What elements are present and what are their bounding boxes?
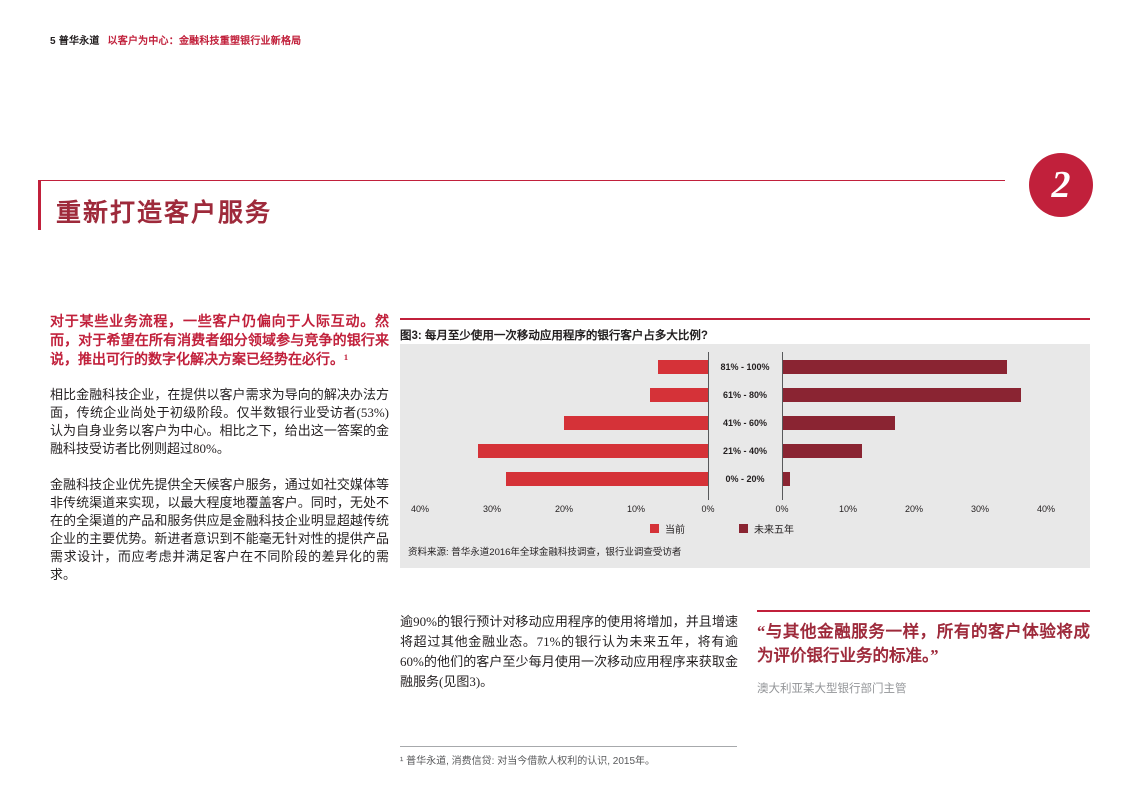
chart-legend: 当前 未来五年 — [650, 521, 794, 536]
footnote-rule — [400, 746, 737, 747]
category-label: 0% - 20% — [725, 474, 765, 484]
running-header: 5 普华永道 以客户为中心：金融科技重塑银行业新格局 — [50, 32, 301, 47]
chart-title: 图3: 每月至少使用一次移动应用程序的银行客户占多大比例? — [400, 330, 708, 342]
chapter-number-badge: 2 — [1029, 153, 1093, 217]
left-column: 对于某些业务流程，一些客户仍偏向于人际互动。然而，对于希望在所有消费者细分领域参… — [50, 313, 389, 602]
section-left-rule — [38, 180, 41, 230]
bar-current — [657, 360, 708, 374]
legend-item-current: 当前 — [650, 521, 685, 536]
lead-paragraph: 对于某些业务流程，一些客户仍偏向于人际互动。然而，对于希望在所有消费者细分领域参… — [50, 315, 389, 368]
legend-swatch-future — [739, 524, 748, 533]
axis-zero-line-right — [782, 352, 783, 500]
section-title: 重新打造客户服务 — [56, 200, 273, 227]
bar-future — [783, 416, 896, 430]
footnote: ¹ 普华永道, 消费信贷: 对当今借款人权利的认识, 2015年。 — [400, 756, 656, 767]
legend-label-current: 当前 — [665, 525, 685, 536]
category-label: 61% - 80% — [722, 390, 768, 400]
quote-top-rule — [757, 610, 1090, 612]
axis-tick-label: 0% — [775, 504, 789, 514]
chart-top-rule — [400, 318, 1090, 320]
bar-future — [783, 472, 790, 486]
brand-name: 普华永道 — [58, 36, 100, 47]
section-top-rule — [38, 180, 1005, 181]
chapter-number: 2 — [1051, 164, 1071, 206]
category-label: 41% - 60% — [722, 418, 768, 428]
bar-future — [783, 360, 1008, 374]
body-paragraph: 相比金融科技企业，在提供以客户需求为导向的解决办法方面，传统企业尚处于初级阶段。… — [50, 387, 389, 456]
category-label: 81% - 100% — [720, 362, 770, 372]
axis-tick-label: 40% — [1036, 504, 1055, 514]
pull-quote-block: “与其他金融服务一样，所有的客户体验将成为评价银行业务的标准。” 澳大利亚某大型… — [757, 610, 1090, 696]
document-title: 以客户为中心：金融科技重塑银行业新格局 — [107, 36, 302, 47]
axis-tick-label: 30% — [482, 504, 501, 514]
page-number: 5 — [50, 36, 56, 47]
quote-text: “与其他金融服务一样，所有的客户体验将成为评价银行业务的标准。” — [757, 622, 1090, 665]
axis-tick-label: 20% — [904, 504, 923, 514]
axis-zero-line-left — [708, 352, 709, 500]
legend-swatch-current — [650, 524, 659, 533]
chart-panel: 当前 未来五年 资料来源: 普华永道2016年全球金融科技调查，银行业调查受访者… — [400, 344, 1090, 568]
axis-tick-label: 40% — [410, 504, 429, 514]
legend-label-future: 未来五年 — [754, 525, 794, 536]
bar-future — [783, 388, 1021, 402]
chart-source: 资料来源: 普华永道2016年全球金融科技调查，银行业调查受访者 — [408, 547, 682, 558]
axis-tick-label: 10% — [626, 504, 645, 514]
legend-item-future: 未来五年 — [739, 521, 794, 536]
axis-tick-label: 30% — [970, 504, 989, 514]
bar-current — [650, 388, 708, 402]
body-paragraph-below-chart: 逾90%的银行预计对移动应用程序的使用将增加，并且增速将超过其他金融业态。71%… — [400, 614, 738, 689]
axis-tick-label: 0% — [701, 504, 715, 514]
bar-current — [506, 472, 708, 486]
axis-tick-label: 20% — [554, 504, 573, 514]
bar-current — [564, 416, 708, 430]
bar-current — [477, 444, 708, 458]
bar-future — [783, 444, 863, 458]
category-label: 21% - 40% — [722, 446, 768, 456]
body-paragraph: 金融科技企业优先提供全天候客户服务，通过如社交媒体等非传统渠道来实现，以最大程度… — [50, 477, 389, 582]
quote-attribution: 澳大利亚某大型银行部门主管 — [757, 683, 907, 695]
axis-tick-label: 10% — [838, 504, 857, 514]
